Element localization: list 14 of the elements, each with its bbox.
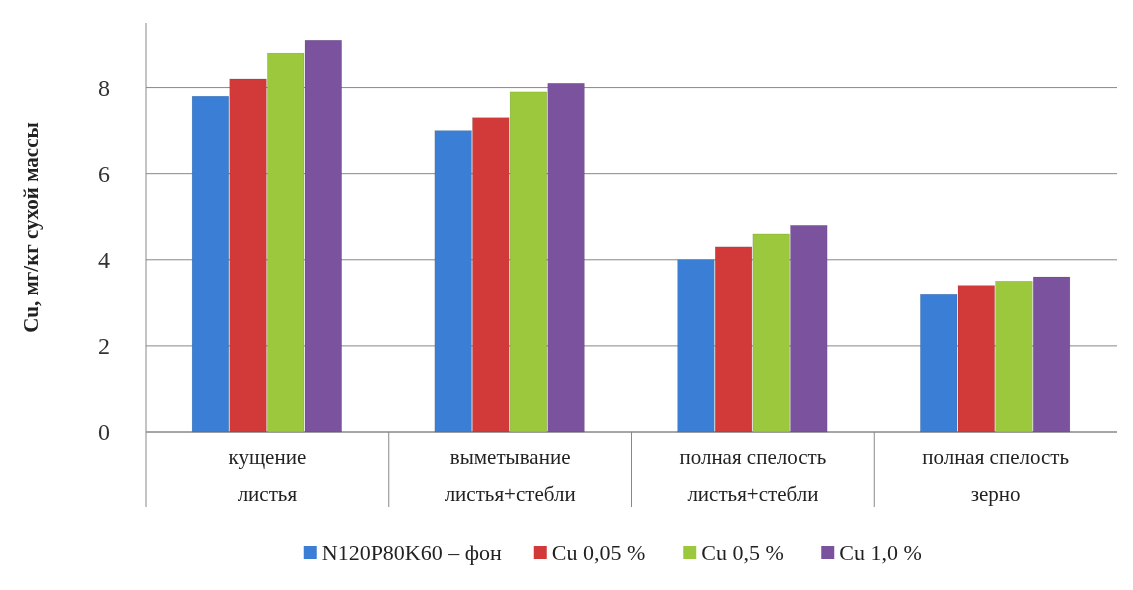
x-tick-label: выметывание листья+стебли xyxy=(444,445,576,506)
x-tick-label: полная спелость листья+стебли xyxy=(679,445,827,506)
y-tick-label: 8 xyxy=(98,74,110,101)
legend-label: Cu 1,0 % xyxy=(839,540,922,565)
legend-label: Cu 0,05 % xyxy=(551,540,646,565)
y-tick-label: 0 xyxy=(98,419,110,446)
y-tick-label: 4 xyxy=(98,247,110,274)
y-axis-title: Cu, мг/кг сухой массы xyxy=(19,122,43,333)
legend-label: Cu 0,5 % xyxy=(701,540,784,565)
x-tick-label: кущение листья xyxy=(228,445,307,506)
legend-label: N120P80K60 – фон xyxy=(321,540,503,565)
x-tick-label: полная спелость зерно xyxy=(922,445,1070,506)
y-tick-label: 6 xyxy=(98,161,110,188)
y-tick-label: 2 xyxy=(98,333,110,360)
